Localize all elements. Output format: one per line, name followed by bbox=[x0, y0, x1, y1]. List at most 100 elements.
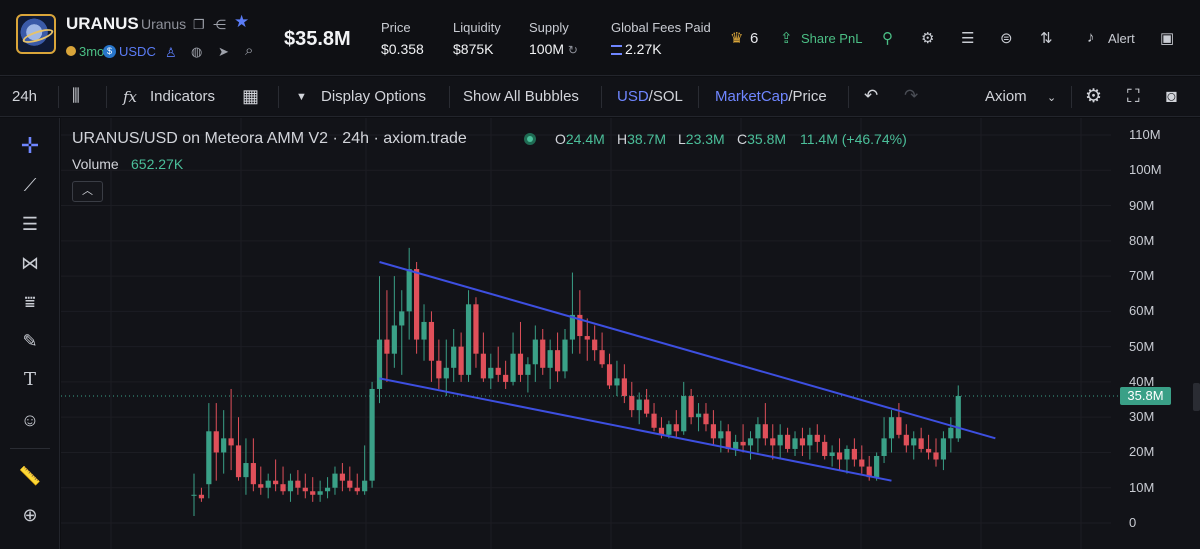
candle-body bbox=[836, 452, 843, 460]
fullscreen-icon[interactable]: ⛶ bbox=[1127, 86, 1140, 106]
triangle-down-icon[interactable]: ▼ bbox=[296, 91, 307, 103]
live-status-icon bbox=[524, 133, 536, 145]
function-icon[interactable]: fx bbox=[123, 88, 138, 106]
volume-label: Volume bbox=[72, 156, 119, 172]
camera-icon[interactable]: ◙ bbox=[1166, 86, 1177, 106]
globe-icon[interactable]: ◍ bbox=[191, 44, 203, 59]
chart-settings-icon[interactable]: ⚙ bbox=[1085, 86, 1103, 107]
candle-body bbox=[540, 339, 546, 368]
settings-icon[interactable]: ⚙ bbox=[921, 30, 935, 47]
candle-body bbox=[918, 438, 924, 449]
pattern-icon[interactable]: ⋈ bbox=[21, 253, 39, 273]
list-icon[interactable]: ☰ bbox=[961, 30, 975, 47]
fib-retracement-icon[interactable]: ⩸ bbox=[24, 292, 36, 312]
candle-body bbox=[874, 455, 880, 478]
bell-icon[interactable]: ♪ bbox=[1087, 29, 1095, 46]
candles-icon[interactable]: ⫼ bbox=[72, 86, 80, 105]
redo-icon[interactable]: ↷ bbox=[904, 86, 919, 105]
market-cap: $35.8M bbox=[284, 28, 351, 50]
y-tick-label: 10M bbox=[1129, 479, 1155, 495]
candle-body bbox=[703, 413, 709, 425]
show-bubbles-button[interactable]: Show All Bubbles bbox=[463, 88, 579, 105]
candle-body bbox=[725, 431, 731, 449]
display-options-button[interactable]: Display Options bbox=[321, 88, 427, 105]
y-tick-label: 50M bbox=[1129, 338, 1155, 354]
layout-grid-icon[interactable]: ▦ bbox=[242, 86, 260, 106]
text-icon[interactable]: T bbox=[23, 369, 36, 390]
crown-count[interactable]: 6 bbox=[750, 30, 759, 47]
candle-body bbox=[436, 360, 442, 379]
telegram-icon[interactable]: ➤ bbox=[218, 44, 229, 59]
alert-button[interactable]: Alert bbox=[1108, 31, 1135, 46]
candle-body bbox=[354, 487, 360, 492]
refresh-icon[interactable]: ↻ bbox=[567, 43, 578, 57]
candle-body bbox=[554, 350, 561, 372]
token-logo[interactable] bbox=[16, 14, 56, 54]
interval-button[interactable]: 24h bbox=[12, 88, 38, 105]
zoom-in-icon[interactable]: ⊕ bbox=[22, 505, 38, 525]
currency-toggle[interactable]: USD/SOL bbox=[617, 88, 683, 105]
ruler-icon[interactable]: 📏 bbox=[18, 466, 42, 486]
dollar-icon[interactable]: ⊜ bbox=[1000, 30, 1013, 47]
currency-sol[interactable]: /SOL bbox=[648, 88, 683, 105]
horizontal-lines-icon[interactable]: ☰ bbox=[21, 214, 39, 234]
upload-icon[interactable]: ⇪ bbox=[780, 30, 793, 47]
mode-toggle[interactable]: MarketCap/Price bbox=[715, 88, 827, 105]
candle-body bbox=[250, 463, 256, 485]
candle-body bbox=[510, 353, 516, 382]
crown-icon[interactable]: ♛ bbox=[730, 30, 744, 47]
axis-scroll-handle[interactable] bbox=[1193, 383, 1200, 411]
token-header: URANUS Uranus ❐ ⋲ ★ 3mo $ USDC ♙ ◍ ➤ ⌕ $… bbox=[0, 0, 1200, 76]
indicators-button[interactable]: Indicators bbox=[150, 88, 216, 105]
candle-body bbox=[428, 321, 435, 361]
mode-marketcap[interactable]: MarketCap bbox=[715, 88, 789, 105]
trend-line-icon[interactable]: ⟋ bbox=[23, 175, 37, 195]
candle-body bbox=[465, 304, 472, 375]
share-network-icon[interactable]: ⋲ bbox=[213, 17, 226, 32]
user-icon[interactable]: ♙ bbox=[165, 45, 177, 60]
ohlc-change: 11.4M (+46.74%) bbox=[800, 131, 907, 147]
currency-usd[interactable]: USD bbox=[617, 88, 649, 105]
share-pnl-button[interactable]: Share PnL bbox=[801, 31, 863, 46]
candle-body bbox=[376, 339, 383, 389]
candle-body bbox=[799, 438, 806, 446]
candle-body bbox=[362, 480, 368, 492]
toolbar-divider bbox=[278, 86, 279, 108]
y-tick-label: 60M bbox=[1129, 303, 1155, 319]
collapse-legend-button[interactable]: ︿ bbox=[72, 181, 103, 202]
candle-body bbox=[324, 487, 331, 492]
candle-body bbox=[191, 494, 197, 496]
star-icon[interactable]: ★ bbox=[234, 12, 250, 31]
ohlc-open: O24.4M bbox=[555, 131, 605, 147]
brush-icon[interactable]: ✎ bbox=[22, 331, 38, 351]
undo-icon[interactable]: ↶ bbox=[864, 86, 879, 105]
candlestick-chart[interactable] bbox=[61, 118, 1200, 549]
search-icon[interactable]: ⌕ bbox=[245, 42, 254, 59]
candle-body bbox=[273, 480, 279, 485]
candle-body bbox=[302, 487, 308, 492]
price-chart[interactable]: URANUS/USD on Meteora AMM V2 · 24h · axi… bbox=[61, 118, 1200, 549]
candle-body bbox=[666, 424, 672, 435]
mode-price[interactable]: /Price bbox=[788, 88, 827, 105]
panel-icon[interactable]: ▣ bbox=[1160, 30, 1175, 47]
swap-icon[interactable]: ⇅ bbox=[1040, 30, 1053, 47]
source-select[interactable]: Axiom bbox=[985, 88, 1027, 105]
ohlc-low: L23.3M bbox=[678, 131, 725, 147]
candle-body bbox=[940, 438, 947, 460]
chart-legend-title: URANUS/USD on Meteora AMM V2 · 24h · axi… bbox=[72, 130, 467, 147]
candle-body bbox=[651, 413, 657, 428]
pin-icon[interactable]: ⚲ bbox=[882, 30, 893, 47]
crosshair-icon[interactable]: ✛ bbox=[20, 133, 40, 158]
copy-icon[interactable]: ❐ bbox=[193, 17, 205, 32]
chevron-down-icon[interactable]: ⌄ bbox=[1047, 92, 1057, 104]
drawing-toolbar: ✛ ⟋ ☰ ⋈ ⩸ ✎ T ☺ 📏 ⊕ bbox=[0, 118, 60, 549]
candle-body bbox=[473, 304, 479, 354]
candle-body bbox=[955, 396, 961, 439]
stat-label: Global Fees Paid bbox=[611, 20, 711, 35]
candle-body bbox=[792, 438, 798, 449]
quote-currency: USDC bbox=[119, 44, 156, 59]
emoji-icon[interactable]: ☺ bbox=[20, 410, 40, 430]
candle-body bbox=[206, 431, 212, 485]
token-name: Uranus bbox=[141, 16, 187, 32]
candle-body bbox=[265, 480, 271, 488]
